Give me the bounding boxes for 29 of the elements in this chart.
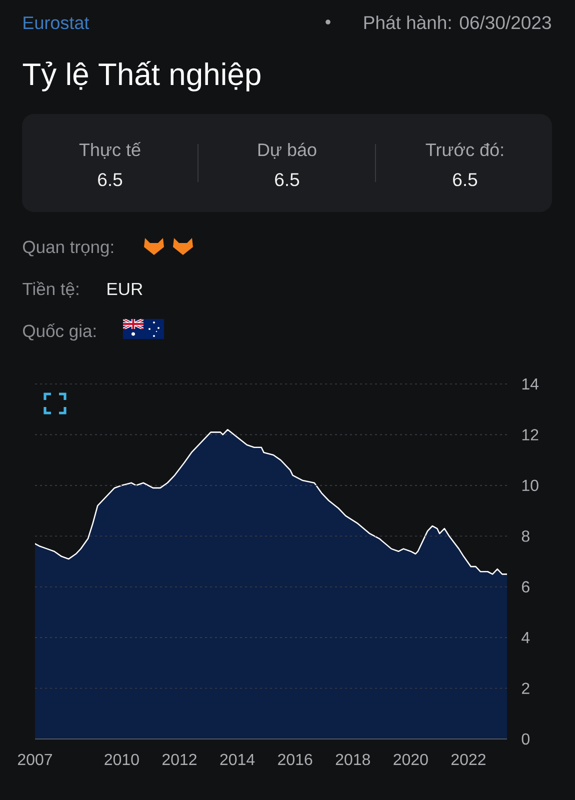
y-tick-label: 14 [522,378,539,390]
text: Dự báo [258,142,316,159]
text: Thực tế [79,142,141,159]
text: 6.5 [98,173,122,186]
text: Quan trọng: [23,240,113,257]
y-tick-label: 6 [522,581,530,593]
text: 6.5 [453,173,478,186]
text: Phát hành: 06/30/2023 [364,15,551,30]
x-tick-label: 2016 [278,754,312,766]
y-tick-label: 10 [522,480,538,492]
x-tick-label: 2018 [336,754,370,766]
y-tick-label: 8 [522,530,530,542]
x-tick-label: 2020 [394,754,428,766]
text: EUR [108,282,142,296]
text: Eurostat [24,16,90,30]
chart-title: Tỷ lệ Thất nghiệp [22,61,260,92]
x-tick-label: 2012 [162,754,196,766]
x-tick-label: 2007 [18,754,52,766]
x-tick-label: 2014 [220,754,255,766]
y-tick-label: 0 [522,733,530,745]
text: Trước đó: [426,142,503,156]
text: 6.5 [275,173,300,186]
y-tick-label: 12 [522,429,538,440]
y-tick-label: 2 [522,682,530,694]
x-tick-label: 2022 [451,754,486,766]
text: Quốc gia: [23,324,96,341]
text: Tiền tệ: [22,282,78,298]
x-tick-label: 2010 [104,754,139,766]
y-tick-label: 4 [522,632,530,644]
